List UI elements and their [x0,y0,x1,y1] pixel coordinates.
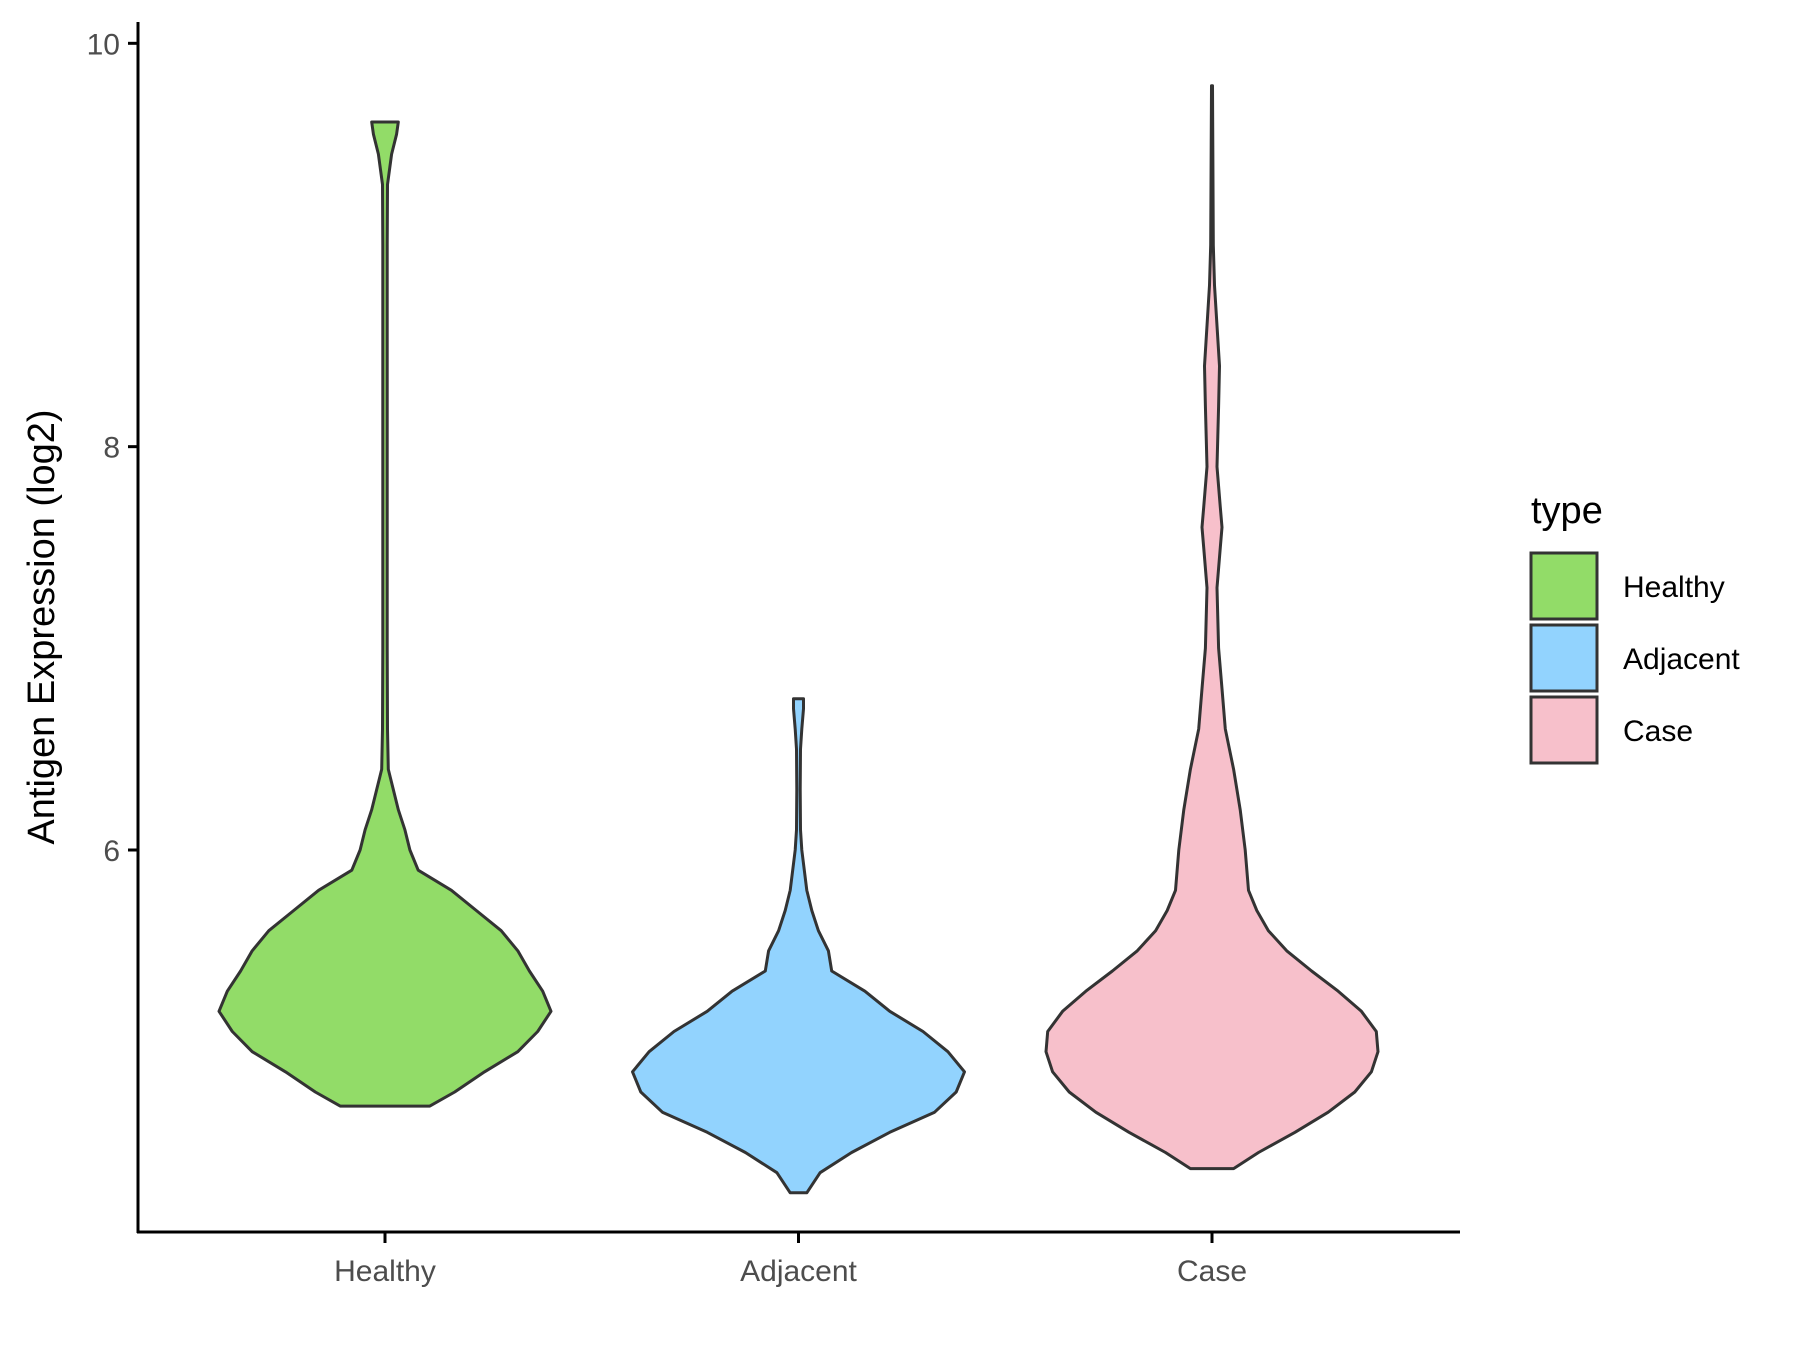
violin-case [1044,84,1380,1171]
x-tick-label: Case [1177,1255,1247,1288]
y-tick-label: 6 [103,835,120,868]
x-tick-label: Adjacent [740,1255,857,1288]
y-ticks: 6 8 10 [87,28,138,868]
y-tick-label: 10 [87,28,120,61]
violin-adjacent [631,697,966,1195]
legend-entries: Healthy Adjacent Case [1529,551,1740,765]
legend-label-case: Case [1623,715,1693,748]
legend-label-healthy: Healthy [1623,571,1725,604]
legend-title: type [1531,490,1603,532]
y-axis-title: Antigen Expression (log2) [21,409,63,844]
y-tick-label: 8 [103,432,120,465]
legend-swatch-adjacent [1529,623,1599,693]
legend-swatch-case [1529,695,1599,765]
x-tick-label: Healthy [334,1255,436,1288]
violin-healthy [217,120,553,1108]
violins-layer [217,84,1380,1195]
legend: type Healthy Adjacent Case [1529,490,1740,765]
x-ticks: Healthy Adjacent Case [334,1232,1247,1288]
legend-label-adjacent: Adjacent [1623,643,1740,676]
legend-swatch-healthy [1529,551,1599,621]
